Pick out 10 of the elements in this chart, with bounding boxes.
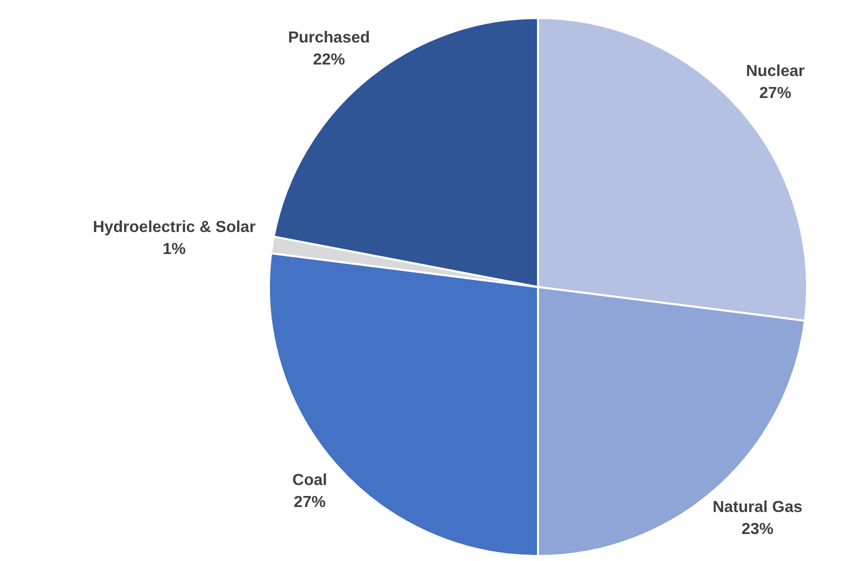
slice-label: Nuclear [746, 63, 805, 80]
slice-label: Purchased [288, 29, 370, 46]
slice-label: Hydroelectric & Solar [92, 219, 256, 236]
data-label: 27% [294, 494, 326, 511]
slice-label: Natural Gas [712, 499, 802, 516]
data-label: 23% [741, 521, 774, 538]
data-label: 22% [312, 51, 345, 68]
data-label: 1% [162, 241, 186, 258]
data-label: 27% [759, 85, 792, 102]
slice-label: Coal [292, 472, 328, 489]
